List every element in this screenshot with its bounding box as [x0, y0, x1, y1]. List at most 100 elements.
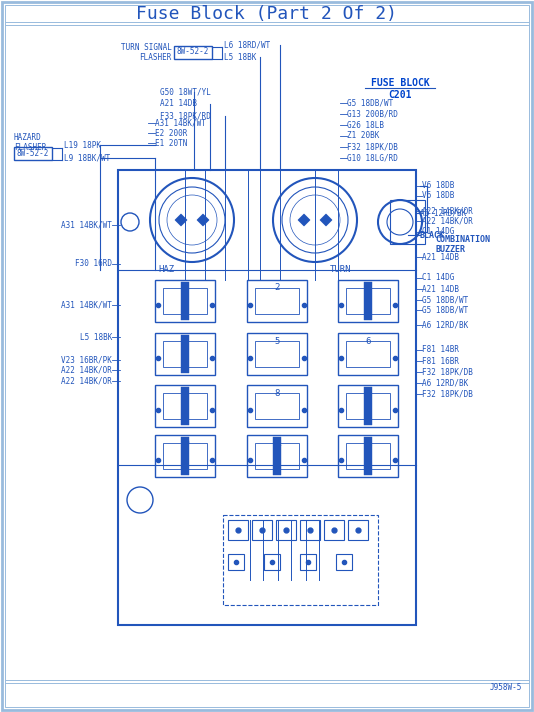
Bar — [346, 341, 390, 367]
Bar — [346, 393, 390, 419]
Polygon shape — [298, 214, 310, 226]
Text: F32 18PK/DB: F32 18PK/DB — [422, 367, 473, 377]
Text: V6 18DB: V6 18DB — [422, 182, 454, 191]
Text: V23 16BR/PK: V23 16BR/PK — [61, 355, 112, 365]
Text: 8: 8 — [274, 389, 280, 397]
Text: A6 12RD/BK: A6 12RD/BK — [422, 379, 468, 387]
Bar — [255, 393, 299, 419]
Bar — [247, 280, 307, 322]
Bar — [247, 435, 307, 477]
Text: COMBINATION
BUZZER: COMBINATION BUZZER — [435, 235, 490, 254]
Bar — [163, 288, 207, 314]
Bar — [228, 554, 244, 570]
Text: G13 200B/RD: G13 200B/RD — [347, 110, 398, 118]
Text: F33 18PK/RD: F33 18PK/RD — [160, 112, 211, 120]
Text: G5 18DB/WT: G5 18DB/WT — [347, 98, 393, 108]
Text: J958W-5: J958W-5 — [490, 684, 522, 693]
Bar — [338, 333, 398, 375]
Text: Fuse Block (Part 2 Of 2): Fuse Block (Part 2 Of 2) — [137, 5, 397, 23]
Text: 10: 10 — [179, 439, 191, 448]
Text: HAZARD
FLASHER: HAZARD FLASHER — [14, 133, 46, 152]
Text: BLACK: BLACK — [420, 231, 445, 239]
Bar — [364, 387, 372, 425]
Polygon shape — [320, 214, 332, 226]
Bar — [228, 520, 248, 540]
Text: L6 18RD/WT: L6 18RD/WT — [224, 41, 270, 50]
Bar — [338, 385, 398, 427]
Text: L5 18BK: L5 18BK — [224, 53, 256, 61]
Bar — [181, 437, 189, 475]
Text: A21 14DB: A21 14DB — [422, 253, 459, 261]
Text: C1 14DG: C1 14DG — [422, 228, 454, 236]
Text: G5 18DB/WT: G5 18DB/WT — [422, 305, 468, 315]
Text: 12: 12 — [363, 439, 373, 448]
Bar — [338, 280, 398, 322]
Text: C201: C201 — [388, 90, 412, 100]
Bar — [155, 385, 215, 427]
Text: 8W-52-2: 8W-52-2 — [17, 149, 49, 157]
Text: A6 12RD/BK: A6 12RD/BK — [420, 209, 466, 217]
Text: G5 18DB/WT: G5 18DB/WT — [422, 295, 468, 305]
Text: F32 18PK/DB: F32 18PK/DB — [347, 142, 398, 152]
Bar — [273, 437, 281, 475]
Bar — [300, 520, 320, 540]
Bar — [300, 554, 316, 570]
Bar — [336, 554, 352, 570]
Bar — [155, 435, 215, 477]
Bar — [324, 520, 344, 540]
Text: V6 18DB: V6 18DB — [422, 192, 454, 201]
Text: 11: 11 — [272, 439, 282, 448]
Bar — [364, 282, 372, 320]
Text: G26 18LB: G26 18LB — [347, 120, 384, 130]
Text: 4: 4 — [182, 337, 187, 345]
Bar — [155, 333, 215, 375]
Text: A22 14BK/OR: A22 14BK/OR — [422, 206, 473, 216]
Text: Z1 20BK: Z1 20BK — [347, 132, 379, 140]
Bar — [181, 387, 189, 425]
Text: F32 18PK/DB: F32 18PK/DB — [422, 389, 473, 399]
Bar — [163, 443, 207, 469]
Bar — [163, 393, 207, 419]
Text: A22 14BK/OR: A22 14BK/OR — [61, 365, 112, 375]
Text: A21 14DB: A21 14DB — [160, 100, 197, 108]
Bar — [223, 515, 378, 605]
Text: HAZ: HAZ — [158, 266, 174, 275]
Bar — [338, 435, 398, 477]
Polygon shape — [175, 214, 187, 226]
Bar — [276, 520, 296, 540]
Polygon shape — [197, 214, 209, 226]
Text: A31 14BK/WT: A31 14BK/WT — [155, 118, 206, 127]
Text: TURN SIGNAL
FLASHER: TURN SIGNAL FLASHER — [121, 43, 172, 63]
Text: 8W-52-2: 8W-52-2 — [177, 48, 209, 56]
Bar — [255, 288, 299, 314]
Text: 5: 5 — [274, 337, 280, 345]
Text: E2 200R: E2 200R — [155, 128, 187, 137]
Bar — [118, 170, 416, 625]
Bar — [390, 200, 425, 244]
Bar — [252, 520, 272, 540]
Text: FUSE BLOCK: FUSE BLOCK — [371, 78, 429, 88]
Text: L19 18PK: L19 18PK — [64, 140, 101, 150]
Text: F81 16BR: F81 16BR — [422, 357, 459, 365]
Text: F30 16RD: F30 16RD — [75, 259, 112, 268]
Text: A22 14BK/OR: A22 14BK/OR — [422, 216, 473, 226]
Text: E1 20TN: E1 20TN — [155, 139, 187, 147]
Text: TURN: TURN — [330, 266, 351, 275]
Text: A31 14BK/WT: A31 14BK/WT — [61, 300, 112, 310]
Bar — [155, 280, 215, 322]
Text: C1 14DG: C1 14DG — [422, 273, 454, 283]
Text: 2: 2 — [274, 283, 280, 293]
Text: A22 14BK/OR: A22 14BK/OR — [61, 377, 112, 385]
Bar — [14, 147, 52, 160]
Bar — [247, 385, 307, 427]
Text: A6 12RD/BK: A6 12RD/BK — [422, 320, 468, 330]
Text: G50 18WT/YL: G50 18WT/YL — [160, 88, 211, 97]
Bar — [255, 443, 299, 469]
Bar — [174, 46, 212, 59]
Text: G10 18LG/RD: G10 18LG/RD — [347, 154, 398, 162]
Bar — [247, 333, 307, 375]
Text: L5 18BK: L5 18BK — [80, 333, 112, 342]
Text: 3: 3 — [365, 283, 371, 293]
Text: A31 14BK/WT: A31 14BK/WT — [61, 221, 112, 229]
Bar — [348, 520, 368, 540]
